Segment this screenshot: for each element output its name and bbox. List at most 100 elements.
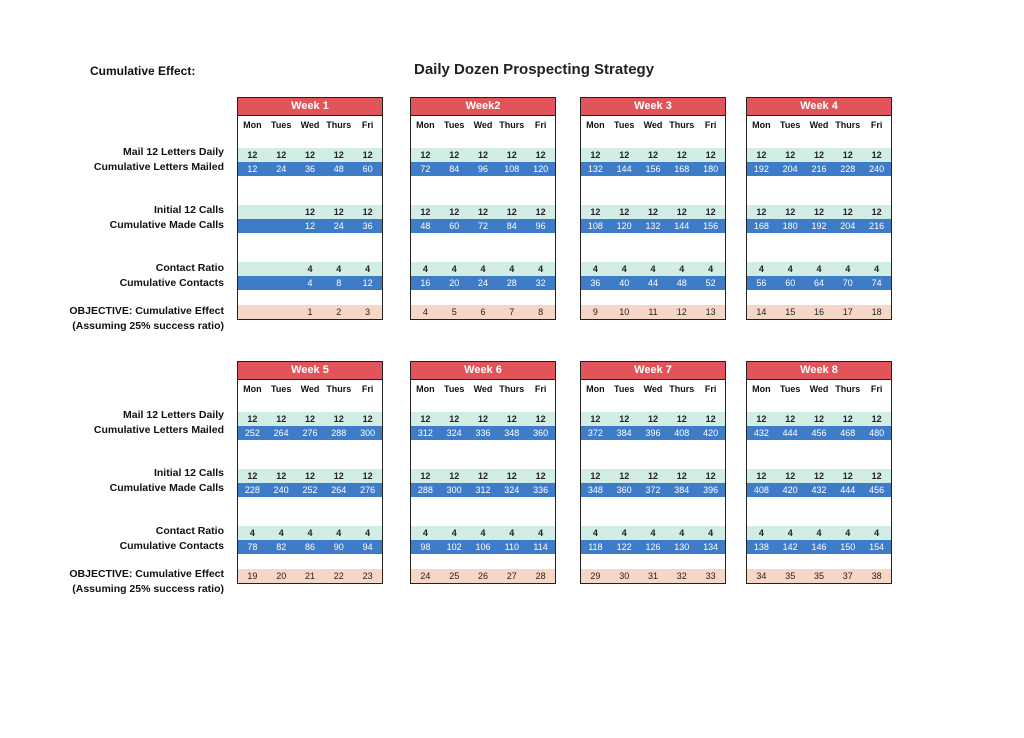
cell-calls: 12 bbox=[362, 207, 373, 217]
cell-letters: 408 bbox=[674, 428, 690, 438]
cell-objective: 32 bbox=[676, 571, 687, 581]
cell-calls: 12 bbox=[871, 471, 882, 481]
cell-letters: 252 bbox=[244, 428, 260, 438]
spacer bbox=[747, 290, 891, 305]
label-objective-note: (Assuming 25% success ratio) bbox=[72, 320, 224, 332]
cell-mail: 12 bbox=[871, 414, 882, 424]
spacer bbox=[238, 290, 382, 305]
cell-contacts: 28 bbox=[506, 278, 517, 288]
cell-letters: 444 bbox=[782, 428, 798, 438]
row-made-calls: 108 120 132 144 156 bbox=[581, 219, 725, 233]
cell-contacts: 8 bbox=[336, 278, 342, 288]
cell-mail: 12 bbox=[477, 414, 488, 424]
row-mail: 12 12 12 12 12 bbox=[411, 148, 555, 162]
cell-letters: 396 bbox=[645, 428, 661, 438]
week-table: Week2 Mon Tues Wed Thurs Fri 12 12 12 12 12 72 84 96 1… bbox=[410, 97, 556, 320]
cell-objective: 21 bbox=[304, 571, 315, 581]
cell-mail: 12 bbox=[420, 414, 431, 424]
row-letters: 192 204 216 228 240 bbox=[747, 162, 891, 176]
cell-letters: 468 bbox=[840, 428, 856, 438]
cell-ratio: 4 bbox=[679, 264, 685, 274]
row-calls: 12 12 12 12 12 bbox=[581, 205, 725, 219]
cell-made-calls: 396 bbox=[703, 485, 719, 495]
cell-calls: 12 bbox=[705, 207, 716, 217]
cell-mail: 12 bbox=[813, 150, 824, 160]
row-contacts: 138 142 146 150 154 bbox=[747, 540, 891, 554]
cell-made-calls: 204 bbox=[840, 221, 856, 231]
cell-letters: 384 bbox=[616, 428, 632, 438]
row-objective: 1 2 3 bbox=[238, 305, 382, 319]
week-table: Week 6 Mon Tues Wed Thurs Fri 12 12 12 12 12 312 324… bbox=[410, 361, 556, 584]
row-contacts: 4 8 12 bbox=[238, 276, 382, 290]
spacer bbox=[747, 133, 891, 148]
cell-mail: 12 bbox=[333, 414, 344, 424]
cell-made-calls: 120 bbox=[616, 221, 632, 231]
cell-made-calls: 360 bbox=[616, 485, 632, 495]
spacer bbox=[581, 133, 725, 148]
cell-made-calls: 132 bbox=[645, 221, 661, 231]
spacer bbox=[238, 133, 382, 148]
cell-objective: 20 bbox=[276, 571, 287, 581]
cell-objective: 2 bbox=[336, 307, 342, 317]
cell-letters: 240 bbox=[869, 164, 885, 174]
cell-ratio: 4 bbox=[480, 528, 486, 538]
cell-made-calls: 156 bbox=[703, 221, 719, 231]
cell-ratio: 4 bbox=[509, 528, 515, 538]
cell-made-calls: 348 bbox=[587, 485, 603, 495]
row-letters: 312 324 336 348 360 bbox=[411, 426, 555, 440]
cell-objective: 15 bbox=[785, 307, 796, 317]
cell-made-calls: 252 bbox=[302, 485, 318, 495]
cell-contacts: 142 bbox=[782, 542, 798, 552]
day-label: Tues bbox=[780, 383, 801, 394]
cell-letters: 108 bbox=[504, 164, 520, 174]
cell-calls: 12 bbox=[276, 471, 287, 481]
spacer bbox=[411, 176, 555, 205]
cell-letters: 132 bbox=[587, 164, 603, 174]
cell-objective: 5 bbox=[451, 307, 457, 317]
cell-letters: 84 bbox=[449, 164, 460, 174]
row-contacts: 118 122 126 130 134 bbox=[581, 540, 725, 554]
cell-objective: 23 bbox=[362, 571, 373, 581]
cell-made-calls: 96 bbox=[535, 221, 546, 231]
row-ratio: 4 4 4 4 4 bbox=[238, 526, 382, 540]
cell-calls: 12 bbox=[449, 471, 460, 481]
cell-made-calls: 240 bbox=[273, 485, 289, 495]
cell-contacts: 78 bbox=[247, 542, 258, 552]
week-header: Week 6 bbox=[411, 362, 555, 380]
cell-mail: 12 bbox=[785, 150, 796, 160]
cell-calls: 12 bbox=[676, 207, 687, 217]
label-objective: OBJECTIVE: Cumulative Effect bbox=[69, 305, 224, 317]
cell-mail: 12 bbox=[590, 414, 601, 424]
row-mail: 12 12 12 12 12 bbox=[238, 148, 382, 162]
cell-made-calls: 312 bbox=[475, 485, 491, 495]
cell-made-calls: 288 bbox=[417, 485, 433, 495]
cell-contacts: 48 bbox=[676, 278, 687, 288]
cell-made-calls: 336 bbox=[533, 485, 549, 495]
label-calls-cumulative: Cumulative Made Calls bbox=[109, 219, 224, 231]
cell-letters: 420 bbox=[703, 428, 719, 438]
row-mail: 12 12 12 12 12 bbox=[747, 148, 891, 162]
cell-objective: 7 bbox=[509, 307, 515, 317]
day-header-row: Mon Tues Wed Thurs Fri bbox=[747, 380, 891, 397]
day-label: Fri bbox=[704, 119, 717, 130]
row-objective: 19 20 21 22 23 bbox=[238, 569, 382, 583]
cell-ratio: 4 bbox=[249, 528, 255, 538]
cell-contacts: 74 bbox=[871, 278, 882, 288]
label-objective-note: (Assuming 25% success ratio) bbox=[72, 583, 224, 595]
row-letters: 432 444 456 468 480 bbox=[747, 426, 891, 440]
row-objective: 4 5 6 7 8 bbox=[411, 305, 555, 319]
row-objective: 24 25 26 27 28 bbox=[411, 569, 555, 583]
spacer bbox=[581, 233, 725, 262]
cell-contacts: 150 bbox=[840, 542, 856, 552]
row-mail: 12 12 12 12 12 bbox=[581, 412, 725, 426]
cell-contacts: 4 bbox=[307, 278, 313, 288]
cell-made-calls: 216 bbox=[869, 221, 885, 231]
cell-ratio: 4 bbox=[874, 528, 880, 538]
label-letters-cumulative: Cumulative Letters Mailed bbox=[93, 424, 224, 436]
spacer bbox=[747, 497, 891, 526]
cell-objective: 27 bbox=[506, 571, 517, 581]
cell-contacts: 24 bbox=[477, 278, 488, 288]
cell-made-calls: 192 bbox=[811, 221, 827, 231]
week-table: Week 8 Mon Tues Wed Thurs Fri 12 12 12 12 12 432 444… bbox=[746, 361, 892, 584]
cell-mail: 12 bbox=[449, 150, 460, 160]
